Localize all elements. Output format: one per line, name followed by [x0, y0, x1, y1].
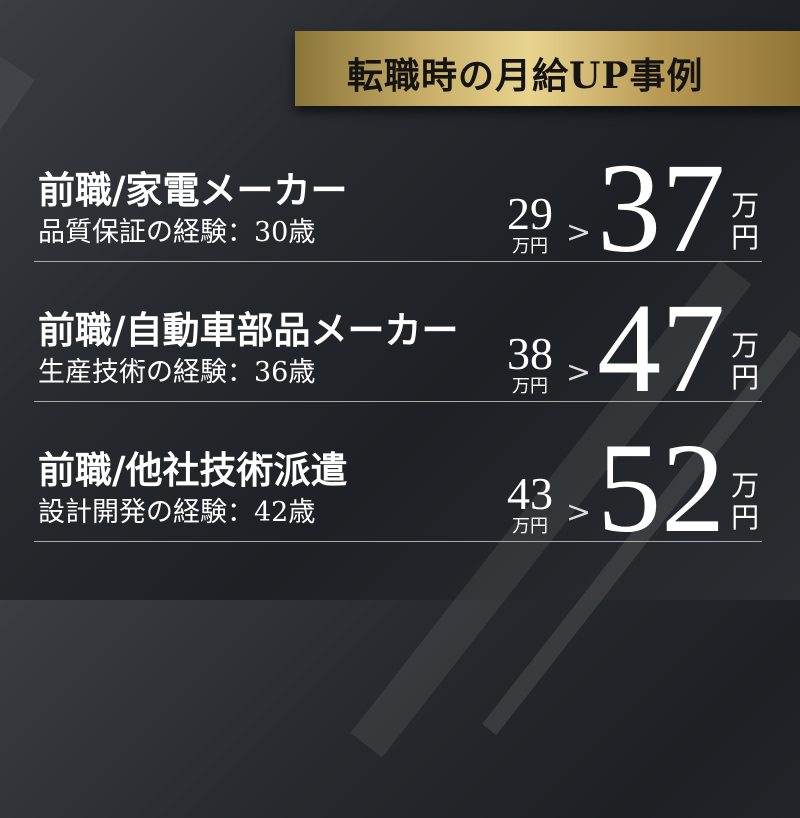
- divider: [34, 261, 762, 262]
- salary-before: 29: [507, 188, 553, 239]
- salary-after-unit: 万円: [731, 330, 759, 394]
- title-banner: 転職時の月給UP事例: [295, 31, 800, 106]
- salary-before-unit: 万円: [512, 236, 548, 257]
- case-row: 前職/家電メーカー 品質保証の経験：30歳 29 万円 > 37 万円: [34, 144, 764, 300]
- decorative-stripe: [0, 0, 35, 818]
- salary-after: 52: [597, 417, 726, 559]
- salary-after: 47: [597, 277, 726, 419]
- salary-before-block: 29 万円: [500, 188, 560, 258]
- arrow-icon: >: [566, 495, 592, 530]
- unit-yen: 円: [731, 501, 760, 534]
- case-row: 前職/自動車部品メーカー 生産技術の経験：36歳 38 万円 > 47 万円: [34, 284, 764, 440]
- case-subtitle: 品質保証の経験：30歳: [38, 217, 316, 248]
- unit-yen: 円: [731, 361, 760, 394]
- unit-man: 万: [731, 189, 760, 222]
- salary-before-unit: 万円: [512, 516, 548, 537]
- case-title: 前職/家電メーカー: [38, 168, 348, 212]
- unit-man: 万: [731, 329, 760, 362]
- unit-yen: 円: [731, 221, 760, 254]
- case-title: 前職/他社技術派遣: [38, 448, 348, 492]
- arrow-icon: >: [566, 355, 592, 390]
- salary-before-block: 38 万円: [500, 328, 560, 398]
- salary-before-unit: 万円: [512, 376, 548, 397]
- divider: [34, 401, 762, 402]
- case-subtitle: 生産技術の経験：36歳: [38, 357, 316, 388]
- arrow-icon: >: [566, 215, 592, 250]
- salary-before: 38: [507, 328, 553, 379]
- salary-before: 43: [507, 468, 553, 519]
- case-row: 前職/他社技術派遣 設計開発の経験：42歳 43 万円 > 52 万円: [34, 424, 764, 580]
- page-title: 転職時の月給UP事例: [347, 55, 704, 97]
- salary-comparison: 43 万円 > 52 万円: [500, 417, 759, 559]
- unit-man: 万: [731, 469, 760, 502]
- salary-comparison: 38 万円 > 47 万円: [500, 277, 759, 419]
- salary-after-unit: 万円: [731, 470, 759, 534]
- salary-after: 37: [597, 137, 726, 279]
- salary-comparison: 29 万円 > 37 万円: [500, 137, 759, 279]
- salary-after-unit: 万円: [731, 190, 759, 254]
- case-title: 前職/自動車部品メーカー: [38, 308, 459, 352]
- divider: [34, 541, 762, 542]
- salary-before-block: 43 万円: [500, 468, 560, 538]
- case-subtitle: 設計開発の経験：42歳: [38, 497, 316, 528]
